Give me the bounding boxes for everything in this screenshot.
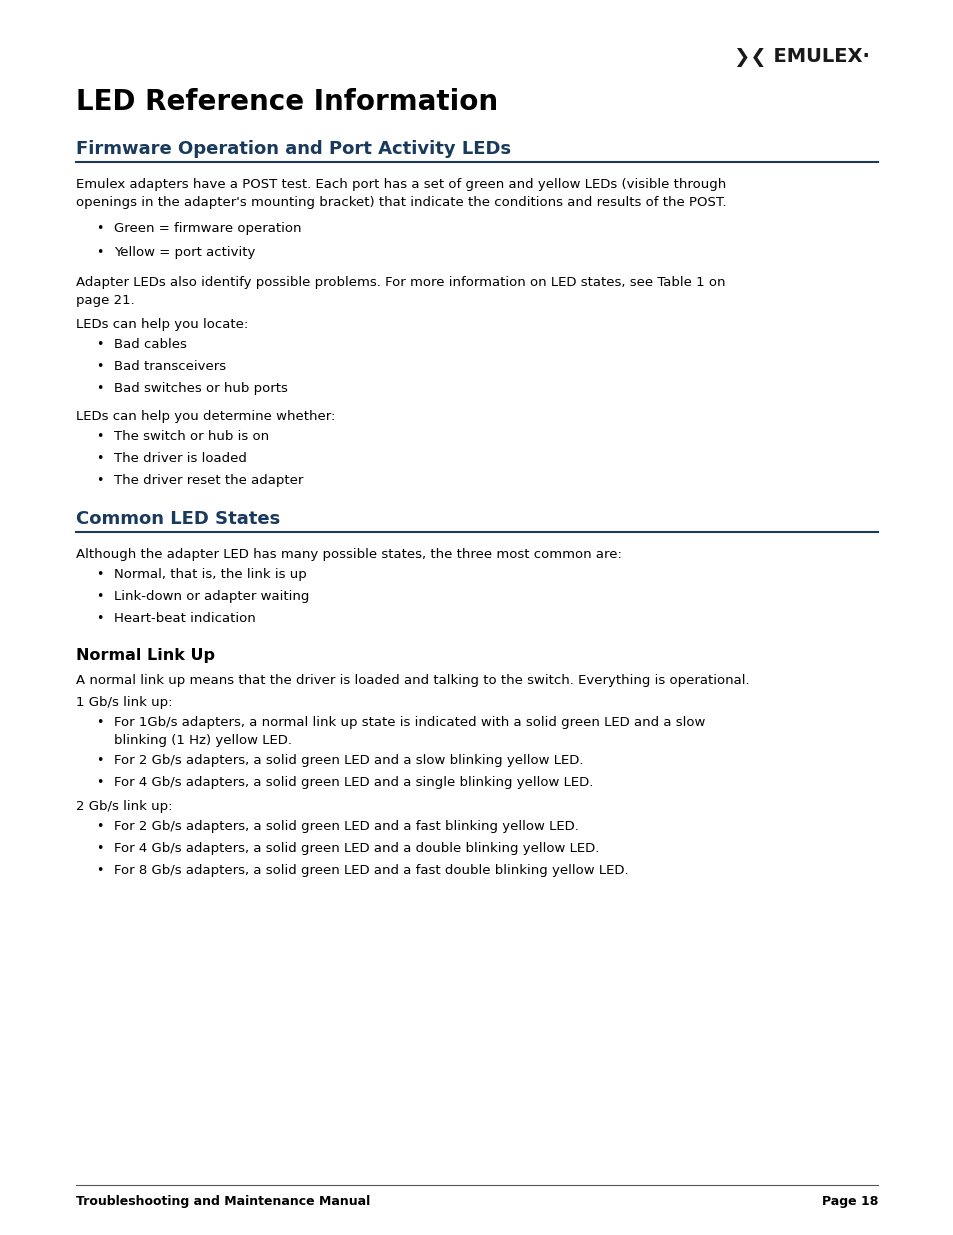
Text: Heart-beat indication: Heart-beat indication — [113, 613, 255, 625]
Text: Although the adapter LED has many possible states, the three most common are:: Although the adapter LED has many possib… — [76, 548, 621, 561]
Text: Link-down or adapter waiting: Link-down or adapter waiting — [113, 590, 309, 603]
Text: LED Reference Information: LED Reference Information — [76, 88, 497, 116]
Text: Yellow = port activity: Yellow = port activity — [113, 246, 255, 259]
Text: Emulex adapters have a POST test. Each port has a set of green and yellow LEDs (: Emulex adapters have a POST test. Each p… — [76, 178, 725, 191]
Text: openings in the adapter's mounting bracket) that indicate the conditions and res: openings in the adapter's mounting brack… — [76, 196, 726, 209]
Text: •: • — [96, 842, 103, 855]
Text: •: • — [96, 776, 103, 789]
Text: Bad transceivers: Bad transceivers — [113, 359, 226, 373]
Text: Green = firmware operation: Green = firmware operation — [113, 222, 301, 235]
Text: For 1Gb/s adapters, a normal link up state is indicated with a solid green LED a: For 1Gb/s adapters, a normal link up sta… — [113, 716, 704, 729]
Text: •: • — [96, 590, 103, 603]
Text: •: • — [96, 246, 103, 259]
Text: •: • — [96, 864, 103, 877]
Text: •: • — [96, 474, 103, 487]
Text: For 8 Gb/s adapters, a solid green LED and a fast double blinking yellow LED.: For 8 Gb/s adapters, a solid green LED a… — [113, 864, 628, 877]
Text: •: • — [96, 755, 103, 767]
Text: Normal Link Up: Normal Link Up — [76, 648, 214, 663]
Text: Normal, that is, the link is up: Normal, that is, the link is up — [113, 568, 307, 580]
Text: •: • — [96, 359, 103, 373]
Text: •: • — [96, 716, 103, 729]
Text: The driver is loaded: The driver is loaded — [113, 452, 247, 466]
Text: •: • — [96, 382, 103, 395]
Text: For 4 Gb/s adapters, a solid green LED and a single blinking yellow LED.: For 4 Gb/s adapters, a solid green LED a… — [113, 776, 593, 789]
Text: blinking (1 Hz) yellow LED.: blinking (1 Hz) yellow LED. — [113, 734, 292, 747]
Text: Troubleshooting and Maintenance Manual: Troubleshooting and Maintenance Manual — [76, 1195, 370, 1208]
Text: •: • — [96, 613, 103, 625]
Text: The driver reset the adapter: The driver reset the adapter — [113, 474, 303, 487]
Text: For 2 Gb/s adapters, a solid green LED and a slow blinking yellow LED.: For 2 Gb/s adapters, a solid green LED a… — [113, 755, 583, 767]
Text: Bad cables: Bad cables — [113, 338, 187, 351]
Text: •: • — [96, 430, 103, 443]
Text: The switch or hub is on: The switch or hub is on — [113, 430, 269, 443]
Text: •: • — [96, 820, 103, 832]
Text: page 21.: page 21. — [76, 294, 134, 308]
Text: Common LED States: Common LED States — [76, 510, 280, 529]
Text: For 2 Gb/s adapters, a solid green LED and a fast blinking yellow LED.: For 2 Gb/s adapters, a solid green LED a… — [113, 820, 578, 832]
Text: •: • — [96, 222, 103, 235]
Text: •: • — [96, 568, 103, 580]
Text: Bad switches or hub ports: Bad switches or hub ports — [113, 382, 288, 395]
Text: 2 Gb/s link up:: 2 Gb/s link up: — [76, 800, 172, 813]
Text: 1 Gb/s link up:: 1 Gb/s link up: — [76, 697, 172, 709]
Text: Firmware Operation and Port Activity LEDs: Firmware Operation and Port Activity LED… — [76, 140, 511, 158]
Text: •: • — [96, 452, 103, 466]
Text: For 4 Gb/s adapters, a solid green LED and a double blinking yellow LED.: For 4 Gb/s adapters, a solid green LED a… — [113, 842, 598, 855]
Text: Adapter LEDs also identify possible problems. For more information on LED states: Adapter LEDs also identify possible prob… — [76, 275, 724, 289]
Text: •: • — [96, 338, 103, 351]
Text: A normal link up means that the driver is loaded and talking to the switch. Ever: A normal link up means that the driver i… — [76, 674, 749, 687]
Text: LEDs can help you locate:: LEDs can help you locate: — [76, 317, 248, 331]
Text: LEDs can help you determine whether:: LEDs can help you determine whether: — [76, 410, 335, 424]
Text: ❯❮ EMULEX·: ❯❮ EMULEX· — [734, 48, 869, 67]
Text: Page 18: Page 18 — [821, 1195, 877, 1208]
